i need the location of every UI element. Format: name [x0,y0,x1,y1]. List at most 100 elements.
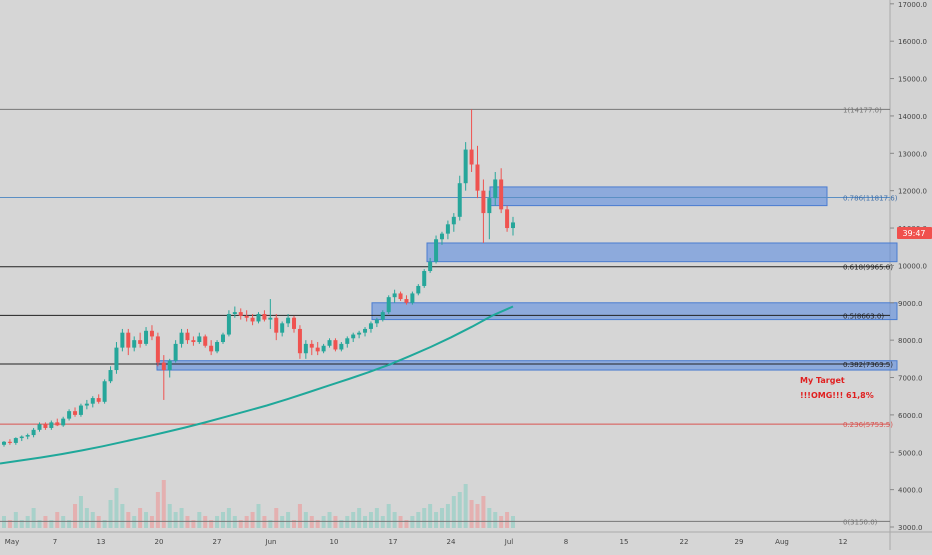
y-tick-label-0: 3000.0 [898,524,923,532]
volume-bar-80 [475,504,480,528]
y-tick-label-9: 12000.0 [898,188,927,196]
candle-body-48 [286,317,291,324]
y-tick-label-13: 16000.0 [898,38,927,46]
volume-bar-70 [416,512,421,528]
candle-body-69 [410,293,415,303]
volume-bar-11 [67,520,72,528]
candle-body-29 [173,343,178,361]
volume-bar-35 [209,520,214,528]
volume-bars [2,480,515,528]
candle-body-21 [126,332,131,348]
price-badge-text: 39:47 [902,229,925,238]
volume-bar-4 [25,516,30,528]
candle-body-19 [114,347,119,371]
candle-body-39 [232,312,237,314]
x-tick-label-14: Aug [775,538,789,546]
volume-bar-36 [215,516,220,528]
volume-bar-69 [410,516,415,528]
volume-bar-59 [351,512,356,528]
moving-average [0,305,514,465]
x-tick-label-15: 12 [839,538,848,546]
volume-bar-54 [321,516,326,528]
candle-body-79 [469,149,474,165]
candle-body-25 [149,330,154,337]
candle-body-5 [31,429,36,436]
y-tick-label-1: 4000.0 [898,487,923,495]
volume-bar-77 [457,492,462,528]
volume-bar-67 [398,516,403,528]
volume-bar-16 [96,516,101,528]
volume-bar-14 [84,508,89,528]
annotations: My Target !!!OMG!!! 61,8% [800,376,874,400]
candle-body-35 [209,345,214,352]
volume-bar-81 [481,496,486,528]
candle-body-78 [463,149,468,184]
x-tick-label-12: 22 [680,538,689,546]
x-tick-label-7: 17 [389,538,398,546]
volume-bar-17 [102,520,107,528]
volume-bar-1 [7,520,12,528]
candle-body-67 [398,293,403,300]
volume-bar-21 [126,512,131,528]
candle-body-75 [445,224,450,234]
candle-body-84 [499,179,504,210]
volume-bar-83 [493,512,498,528]
candle-body-47 [280,323,285,333]
volume-bar-33 [197,512,202,528]
volume-bar-84 [499,516,504,528]
candle-body-60 [357,332,362,335]
fib-label-5: 0.236(5753.5) [843,421,893,429]
x-tick-label-10: 8 [564,538,568,546]
volume-bar-28 [167,504,172,528]
candle-body-54 [321,345,326,352]
x-tick-label-13: 29 [735,538,744,546]
volume-bar-39 [232,516,237,528]
ma-line [0,305,514,465]
volume-bar-61 [363,516,368,528]
volume-bar-41 [244,516,249,528]
volume-bar-25 [149,516,154,528]
volume-bar-8 [49,520,54,528]
volume-bar-79 [469,500,474,528]
y-tick-label-10: 13000.0 [898,150,927,158]
candle-body-59 [351,334,356,339]
candle-body-7 [43,424,48,428]
candle-body-55 [327,340,332,346]
candle-body-10 [61,418,66,426]
candle-body-37 [220,334,225,343]
fib-label-4: 0.382(7363.5) [843,361,893,369]
volume-bar-73 [434,512,439,528]
x-tick-label-0: May [5,538,19,546]
candle-body-20 [120,332,125,348]
candle-body-12 [73,411,78,415]
candle-body-85 [505,209,510,229]
candle-body-50 [297,328,302,354]
volume-bar-27 [161,480,166,528]
price-badge-bg [897,227,932,239]
volume-bar-82 [487,508,492,528]
volume-bar-86 [511,516,515,528]
volume-bar-20 [120,504,125,528]
volume-bar-49 [292,520,297,528]
volume-bar-64 [380,516,385,528]
candle-body-43 [256,313,261,322]
volume-bar-15 [90,512,95,528]
volume-bar-44 [262,516,267,528]
candle-body-45 [268,317,273,320]
volume-bar-78 [463,484,468,528]
annotation-target: My Target [800,376,845,385]
y-tick-label-14: 17000.0 [898,1,927,9]
candle-body-65 [386,297,391,313]
candle-body-16 [96,398,101,402]
volume-bar-29 [173,512,178,528]
candle-body-61 [363,328,368,333]
volume-bar-47 [280,516,285,528]
candle-body-18 [108,370,113,382]
volume-bar-5 [31,508,36,528]
candle-body-66 [392,293,397,298]
y-tick-label-5: 8000.0 [898,337,923,345]
candle-body-14 [84,403,89,406]
candle-body-2 [13,438,18,443]
volume-bar-53 [315,520,320,528]
